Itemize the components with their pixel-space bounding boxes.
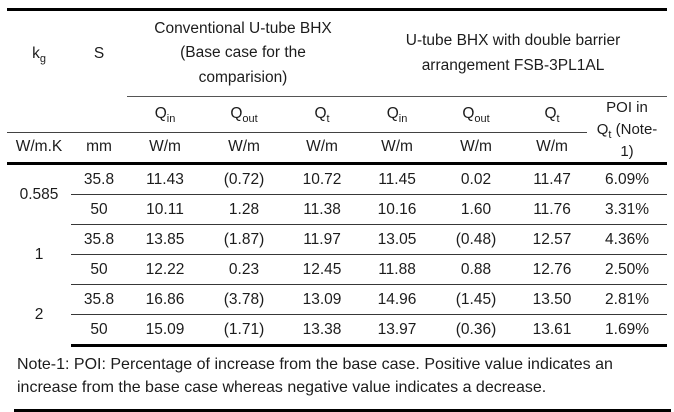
qt-header-conv: Qt [285, 96, 360, 133]
empty-cell [7, 96, 71, 133]
data-cell: 11.38 [285, 194, 360, 226]
data-cell: 0.23 [203, 254, 285, 286]
data-cell: 10.11 [127, 194, 203, 226]
group-header-double-barrier: U-tube BHX with double barrier arrangeme… [359, 9, 668, 97]
data-cell: 13.85 [127, 224, 203, 256]
data-cell: 10.16 [359, 194, 436, 226]
data-cell: 13.50 [517, 284, 588, 316]
data-cell: 12.57 [517, 224, 588, 256]
poi-cell: 2.81% [587, 284, 668, 316]
unit-cell: W/m [517, 132, 588, 166]
data-cell: 1.60 [435, 194, 518, 226]
data-cell: (0.36) [435, 314, 518, 348]
kg-symbol: k [32, 44, 40, 62]
s-column-header: S [93, 44, 105, 62]
data-cell: 10.72 [285, 163, 360, 196]
data-cell: 12.22 [127, 254, 203, 286]
poi-cell: 1.69% [587, 314, 668, 348]
data-cell: 11.45 [359, 163, 436, 196]
poi-cell: 4.36% [587, 224, 668, 256]
table-row: 2 35.8 16.86 (3.78) 13.09 14.96 (1.45) 1… [7, 284, 668, 323]
table-row: 0.585 35.8 11.43 (0.72) 10.72 11.45 0.02… [7, 163, 668, 203]
unit-cell: W/m [359, 132, 436, 166]
s-value: 35.8 [71, 284, 127, 316]
s-value: 35.8 [71, 224, 127, 256]
qout-header-double: Qout [435, 96, 518, 133]
poi-column-header: POI in Qt (Note- 1) [587, 96, 668, 166]
data-cell: (1.45) [435, 284, 518, 316]
data-cell: 15.09 [127, 314, 203, 348]
poi-cell: 3.31% [587, 194, 668, 226]
data-cell: 0.88 [435, 254, 518, 286]
data-cell: 12.45 [285, 254, 360, 286]
kg-value: 2 [34, 306, 44, 324]
table-row: 50 10.11 1.28 11.38 10.16 1.60 11.76 3.3… [7, 194, 668, 226]
unit-cell: W/m [285, 132, 360, 166]
group-header-conventional: Conventional U-tube BHX (Base case for t… [127, 9, 360, 97]
s-value: 50 [71, 194, 127, 226]
table-row: 50 15.09 (1.71) 13.38 13.97 (0.36) 13.61… [7, 314, 668, 348]
data-cell: 11.88 [359, 254, 436, 286]
data-cell: 11.76 [517, 194, 588, 226]
data-cell: 13.61 [517, 314, 588, 348]
units-row: W/m.K mm W/m W/m W/m W/m W/m W/m [7, 132, 667, 166]
qin-header-double: Qin [359, 96, 436, 133]
results-table: kg S Conventional U-tube BHX (Base case … [7, 8, 668, 348]
data-cell: 13.09 [285, 284, 360, 316]
data-cell: 0.02 [435, 163, 518, 196]
unit-kg: W/m.K [7, 132, 71, 166]
data-cell: 13.05 [359, 224, 436, 256]
kg-value: 0.585 [19, 186, 59, 203]
data-cell: (0.72) [203, 163, 285, 196]
kg-value: 1 [34, 245, 44, 263]
data-cell: 11.43 [127, 163, 203, 196]
data-cell: 16.86 [127, 284, 203, 316]
qout-header-conv: Qout [203, 96, 285, 133]
data-cell: 1.28 [203, 194, 285, 226]
s-value: 50 [71, 314, 127, 348]
data-cell: 13.38 [285, 314, 360, 348]
data-cell: (1.87) [203, 224, 285, 256]
unit-cell: W/m [435, 132, 518, 166]
table-row: 50 12.22 0.23 12.45 11.88 0.88 12.76 2.5… [7, 254, 668, 286]
data-cell: 11.97 [285, 224, 360, 256]
poi-cell: 6.09% [587, 163, 668, 196]
group-header-row: kg S Conventional U-tube BHX (Base case … [7, 9, 668, 97]
footnote-line-1: Note-1: POI: Percentage of increase from… [17, 356, 613, 374]
empty-cell [71, 96, 127, 133]
data-cell: (1.71) [203, 314, 285, 348]
data-cell: (0.48) [435, 224, 518, 256]
data-cell: 13.97 [359, 314, 436, 348]
data-cell: 12.76 [517, 254, 588, 286]
s-value: 50 [71, 254, 127, 286]
footnote-line-2: increase from the base case whereas nega… [17, 378, 547, 396]
kg-subscript: g [39, 52, 46, 65]
data-cell: 11.47 [517, 163, 588, 196]
unit-cell: W/m [203, 132, 285, 166]
qin-header-conv: Qin [127, 96, 203, 133]
table-row: 1 35.8 13.85 (1.87) 11.97 13.05 (0.48) 1… [7, 224, 668, 263]
qt-header-double: Qt [517, 96, 588, 133]
unit-cell: W/m [127, 132, 203, 166]
data-cell: 14.96 [359, 284, 436, 316]
table-footnote: Note-1: POI: Percentage of increase from… [14, 347, 671, 412]
s-value: 35.8 [71, 163, 127, 196]
poi-cell: 2.50% [587, 254, 668, 286]
subheader-row: Qin Qout Qt Qin Qout Qt POI in Qt (Note-… [7, 96, 668, 166]
kg-column-header: kg [7, 10, 71, 97]
data-cell: (3.78) [203, 284, 285, 316]
unit-s: mm [71, 132, 127, 166]
